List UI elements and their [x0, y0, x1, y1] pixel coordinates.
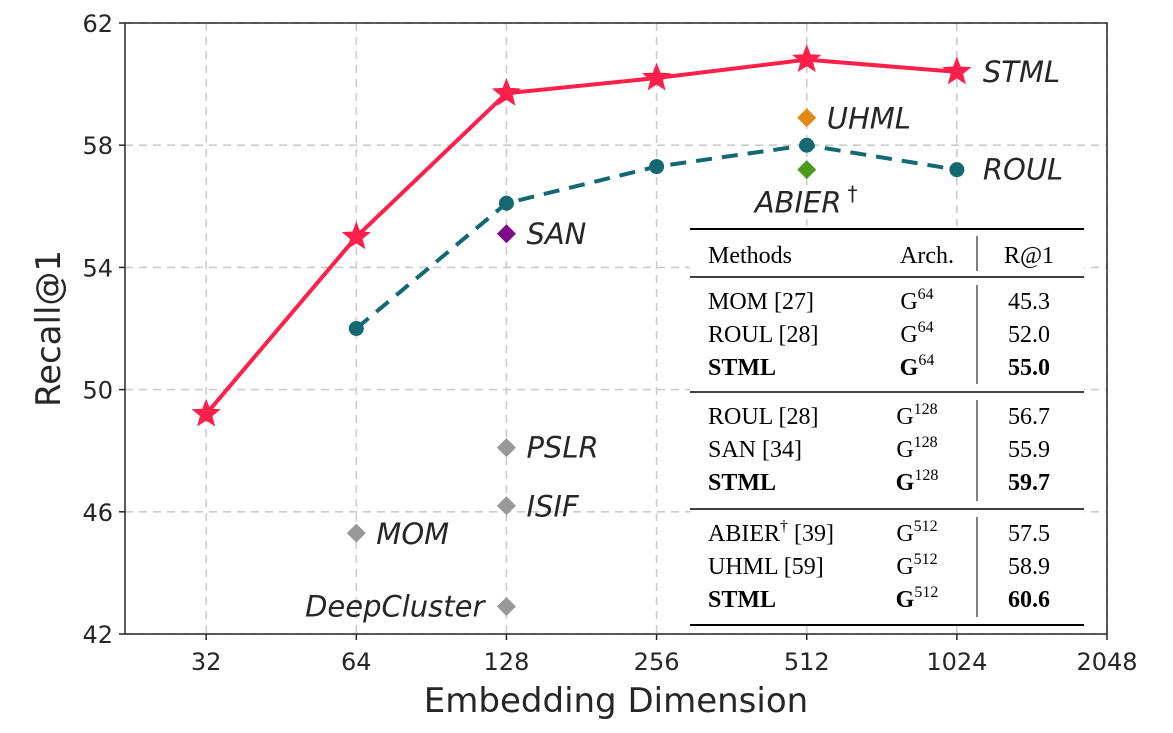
point-marker-diamond	[797, 160, 817, 180]
table-cell-arch-sup: 64	[918, 352, 934, 369]
table-cell-r1: 52.0	[1008, 322, 1050, 348]
axis-ticks: 32 64 128 256 512 1024 2048 42 46 50 54 58 62	[82, 10, 1137, 676]
table-cell-ref: [34]	[756, 437, 802, 463]
table-cell-arch-sup: 64	[918, 319, 934, 336]
table-cell-r1: 58.9	[1008, 554, 1050, 580]
table-cell-arch-sup: 64	[918, 286, 934, 303]
table-cell-method: ROUL [28]	[708, 404, 818, 430]
table-cell-r1: 56.7	[1008, 404, 1050, 430]
table-cell-ref: [28]	[772, 322, 818, 348]
table-cell-r1: 60.6	[1008, 587, 1050, 613]
series-point-star	[792, 44, 822, 73]
series-point-circle	[348, 321, 364, 336]
table-cell-r1: 55.0	[1008, 355, 1050, 381]
point-marker-diamond	[797, 108, 817, 128]
x-tick-label: 32	[191, 648, 222, 676]
series-point-star	[942, 56, 972, 85]
table-cell-ref: [28]	[772, 404, 818, 430]
plot-frame	[124, 22, 1108, 635]
point-marker-diamond	[496, 597, 516, 617]
point-marker-diamond	[496, 438, 516, 458]
y-tick-label: 54	[82, 254, 113, 282]
table-background	[690, 226, 1084, 626]
table-cell-method: STML	[708, 587, 776, 613]
table-cell-method: UHML [59]	[708, 554, 824, 580]
table-cell-r1: 45.3	[1008, 289, 1050, 315]
series-point-star	[641, 62, 672, 91]
x-tick-label: 2048	[1076, 648, 1137, 676]
point-label: DeepCluster	[305, 590, 486, 624]
point-marker-diamond	[346, 523, 366, 543]
table-cell-r1: 57.5	[1008, 521, 1050, 547]
point-label: ABIER †	[753, 182, 858, 220]
x-tick-label: 256	[634, 648, 680, 676]
x-tick-label: 512	[784, 648, 830, 676]
table-cell-r1: 55.9	[1008, 437, 1050, 463]
table-cell-ref: [27]	[768, 289, 814, 315]
y-tick-label: 58	[82, 132, 113, 160]
table-cell-arch-sup: 512	[914, 584, 938, 601]
point-marker-diamond	[496, 496, 516, 516]
table-cell-method: SAN [34]	[708, 437, 802, 463]
point-marker-diamond	[496, 224, 516, 244]
table-header: Arch.	[900, 243, 954, 269]
x-tick-label: 128	[484, 648, 530, 676]
y-tick-label: 46	[82, 499, 113, 527]
series-point-circle	[649, 159, 665, 175]
point-label: MOM	[376, 517, 449, 551]
point-label: ISIF	[526, 490, 580, 524]
table-cell-method: ROUL [28]	[708, 322, 818, 348]
table-cell-method: STML	[708, 470, 776, 496]
series-point-star	[191, 398, 221, 427]
series-label: ROUL	[983, 153, 1063, 187]
table-cell-arch-sup: 512	[914, 551, 938, 568]
series-point-star	[341, 221, 371, 250]
series-point-circle	[498, 195, 514, 211]
y-tick-label: 50	[82, 377, 113, 405]
y-tick-label: 62	[82, 10, 113, 38]
table-cell-r1: 59.7	[1008, 470, 1050, 496]
table-cell-ref: [39]	[788, 521, 834, 547]
table-cell-method: STML	[708, 355, 776, 381]
table-cell-arch-sup: 128	[914, 467, 938, 484]
y-tick-label: 42	[82, 621, 113, 649]
table-cell-arch-sup: 128	[914, 401, 938, 418]
table-cell-arch-sup: 128	[914, 434, 938, 451]
table-cell-method: ABIER† [39]	[708, 518, 834, 547]
chart-points: UHML ABIER † SAN PSLR ISIF MOM DeepCluster	[305, 102, 911, 624]
x-tick-label: 1024	[926, 648, 987, 676]
point-label-sup: †	[847, 182, 857, 206]
series-line	[204, 57, 958, 416]
series-label: STML	[983, 55, 1060, 89]
point-label: PSLR	[526, 431, 598, 465]
x-tick-label: 64	[341, 648, 372, 676]
point-label: SAN	[526, 217, 586, 251]
x-axis-label: Embedding Dimension	[424, 681, 808, 721]
series-point-circle	[949, 162, 965, 178]
series-point-circle	[799, 137, 815, 153]
table-cell-sup: †	[780, 518, 788, 535]
series-point-star	[491, 77, 522, 106]
table-cell-arch-sup: 512	[914, 518, 938, 535]
chart-series: STML ROUL	[191, 44, 1063, 427]
table-cell-ref: [59]	[778, 554, 824, 580]
y-axis-label: Recall@1	[29, 250, 69, 407]
table-header: R@1	[1004, 243, 1054, 269]
table-cell-method: MOM [27]	[708, 289, 814, 315]
point-label: UHML	[827, 102, 911, 136]
table-header: Methods	[708, 243, 792, 269]
